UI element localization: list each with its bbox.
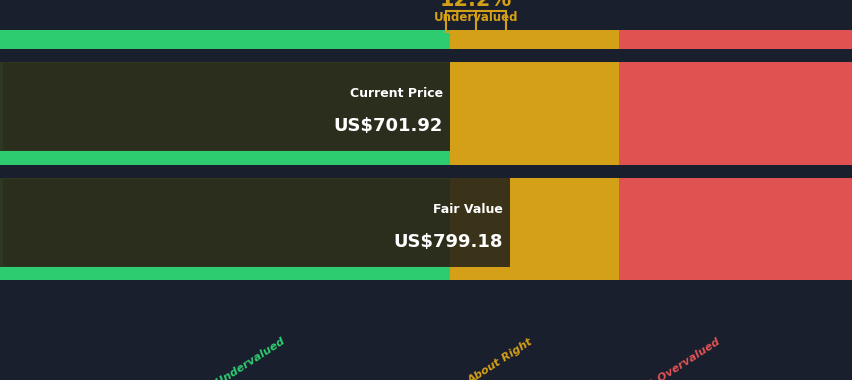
Bar — [0, 30, 449, 49]
Text: US$799.18: US$799.18 — [394, 233, 503, 251]
Bar — [449, 262, 619, 280]
Bar — [3, 179, 449, 266]
Bar — [619, 178, 852, 267]
Text: 20% Undervalued: 20% Undervalued — [188, 336, 286, 380]
Text: About Right: About Right — [466, 336, 534, 380]
Bar — [619, 30, 852, 49]
Bar — [619, 262, 852, 280]
Bar — [0, 262, 449, 280]
Bar — [0, 178, 449, 267]
Bar — [0, 62, 449, 151]
Bar — [0, 146, 449, 165]
Text: 20% Overvalued: 20% Overvalued — [630, 336, 722, 380]
Bar — [0, 178, 509, 267]
Bar — [619, 146, 852, 165]
Text: Current Price: Current Price — [349, 87, 442, 100]
Text: Undervalued: Undervalued — [433, 11, 518, 24]
Bar — [449, 178, 619, 267]
Text: Fair Value: Fair Value — [433, 203, 503, 215]
Text: US$701.92: US$701.92 — [333, 117, 442, 135]
Bar — [449, 146, 619, 165]
Bar — [449, 62, 619, 151]
Bar — [446, 11, 505, 32]
Bar — [3, 63, 449, 150]
Text: 12.2%: 12.2% — [440, 0, 511, 10]
Bar — [449, 30, 619, 49]
Bar — [0, 62, 449, 151]
Bar — [619, 62, 852, 151]
